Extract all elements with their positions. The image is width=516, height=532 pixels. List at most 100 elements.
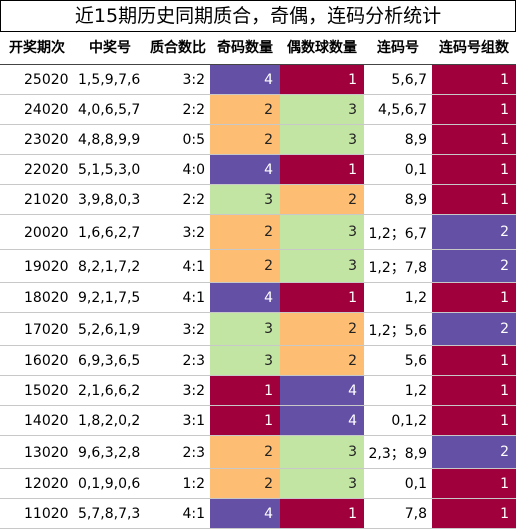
numbers-cell: 8,2,1,7,2 xyxy=(78,258,141,275)
row-divider xyxy=(0,528,516,529)
even-count-cell: 2 xyxy=(280,313,364,346)
odd-count-cell: 2 xyxy=(210,125,280,155)
prime-ratio-cell: 3:2 xyxy=(182,321,205,338)
odd-count-cell: 4 xyxy=(210,65,280,95)
consecutive-cell: 5,6 xyxy=(404,353,427,369)
even-count-cell: 1 xyxy=(280,283,364,313)
prime-ratio-cell: 4:0 xyxy=(182,162,205,178)
row-divider xyxy=(0,435,516,436)
row-divider xyxy=(0,214,516,215)
consecutive-cell: 7,8 xyxy=(404,506,427,522)
issue-cell: 16020 xyxy=(24,353,69,369)
numbers-cell: 1,6,6,2,7 xyxy=(78,224,141,241)
row-divider xyxy=(0,282,516,283)
issue-cell: 15020 xyxy=(24,383,69,399)
row-divider xyxy=(0,94,516,95)
row-divider xyxy=(0,345,516,346)
numbers-cell: 5,2,6,1,9 xyxy=(78,321,141,338)
header-numbers: 中奖号 xyxy=(89,40,131,56)
prime-ratio-cell: 0:5 xyxy=(182,132,205,148)
group-count-cell: 1 xyxy=(432,406,516,436)
even-count-cell: 3 xyxy=(280,215,364,250)
even-count-cell: 2 xyxy=(280,346,364,376)
row-divider xyxy=(0,124,516,125)
even-count-cell: 3 xyxy=(280,436,364,469)
even-count-cell: 1 xyxy=(280,155,364,185)
group-count-cell: 2 xyxy=(432,436,516,469)
consecutive-cell: 1,2；6,7 xyxy=(368,225,427,242)
numbers-cell: 1,8,2,0,2 xyxy=(78,413,141,429)
issue-cell: 13020 xyxy=(24,444,69,461)
header-even-count: 偶数球数量 xyxy=(287,40,357,56)
consecutive-cell: 1,2；7,8 xyxy=(368,259,427,276)
group-count-cell: 1 xyxy=(432,125,516,155)
even-count-cell: 4 xyxy=(280,376,364,406)
odd-count-cell: 2 xyxy=(210,250,280,283)
odd-count-cell: 1 xyxy=(210,406,280,436)
prime-ratio-cell: 1:2 xyxy=(182,476,205,492)
even-count-cell: 1 xyxy=(280,499,364,529)
consecutive-cell: 1,2 xyxy=(404,290,427,306)
consecutive-cell: 0,1 xyxy=(404,162,427,178)
odd-count-cell: 4 xyxy=(210,155,280,185)
prime-ratio-cell: 3:2 xyxy=(182,72,205,88)
prime-ratio-cell: 3:2 xyxy=(182,224,205,241)
numbers-cell: 3,9,8,0,3 xyxy=(78,192,141,208)
header-odd-count: 奇码数量 xyxy=(217,40,273,56)
odd-count-cell: 3 xyxy=(210,313,280,346)
consecutive-cell: 0,1 xyxy=(404,476,427,492)
odd-count-cell: 3 xyxy=(210,346,280,376)
header-consecutive: 连码号 xyxy=(377,40,419,56)
numbers-cell: 0,1,9,0,6 xyxy=(78,476,141,492)
issue-cell: 12020 xyxy=(24,476,69,492)
numbers-cell: 4,0,6,5,7 xyxy=(78,102,141,118)
row-divider xyxy=(0,249,516,250)
prime-ratio-cell: 2:2 xyxy=(182,102,205,118)
odd-count-cell: 3 xyxy=(210,185,280,215)
consecutive-cell: 4,5,6,7 xyxy=(378,102,427,118)
group-count-cell: 1 xyxy=(432,185,516,215)
even-count-cell: 2 xyxy=(280,185,364,215)
group-count-cell: 2 xyxy=(432,313,516,346)
consecutive-cell: 5,6,7 xyxy=(391,72,427,88)
prime-ratio-cell: 4:1 xyxy=(182,258,205,275)
header-divider xyxy=(0,64,516,65)
odd-count-cell: 4 xyxy=(210,499,280,529)
issue-cell: 19020 xyxy=(24,258,69,275)
prime-ratio-cell: 3:2 xyxy=(182,383,205,399)
prime-ratio-cell: 2:3 xyxy=(182,444,205,461)
row-divider xyxy=(0,375,516,376)
numbers-cell: 4,8,8,9,9 xyxy=(78,132,141,148)
issue-cell: 23020 xyxy=(24,132,69,148)
group-count-cell: 1 xyxy=(432,95,516,125)
prime-ratio-cell: 3:1 xyxy=(182,413,205,429)
issue-cell: 22020 xyxy=(24,162,69,178)
odd-count-cell: 2 xyxy=(210,436,280,469)
issue-cell: 20020 xyxy=(24,224,69,241)
even-count-cell: 3 xyxy=(280,250,364,283)
even-count-cell: 3 xyxy=(280,125,364,155)
group-count-cell: 1 xyxy=(432,155,516,185)
consecutive-cell: 0,1,2 xyxy=(391,413,427,429)
issue-cell: 11020 xyxy=(24,506,69,522)
odd-count-cell: 1 xyxy=(210,376,280,406)
issue-cell: 18020 xyxy=(24,290,69,306)
consecutive-cell: 2,3；8,9 xyxy=(368,445,427,462)
even-count-cell: 1 xyxy=(280,65,364,95)
odd-count-cell: 2 xyxy=(210,95,280,125)
even-count-cell: 3 xyxy=(280,95,364,125)
group-count-cell: 1 xyxy=(432,376,516,406)
row-divider xyxy=(0,184,516,185)
prime-ratio-cell: 4:1 xyxy=(182,506,205,522)
group-count-cell: 2 xyxy=(432,215,516,250)
group-count-cell: 2 xyxy=(432,250,516,283)
odd-count-cell: 2 xyxy=(210,215,280,250)
numbers-cell: 9,2,1,7,5 xyxy=(78,290,141,306)
consecutive-cell: 8,9 xyxy=(404,192,427,208)
issue-cell: 14020 xyxy=(24,413,69,429)
header-prime-ratio: 质合数比 xyxy=(150,40,206,56)
issue-cell: 17020 xyxy=(24,321,69,338)
numbers-cell: 9,6,3,2,8 xyxy=(78,444,141,461)
row-divider xyxy=(0,312,516,313)
consecutive-cell: 1,2；5,6 xyxy=(368,322,427,339)
